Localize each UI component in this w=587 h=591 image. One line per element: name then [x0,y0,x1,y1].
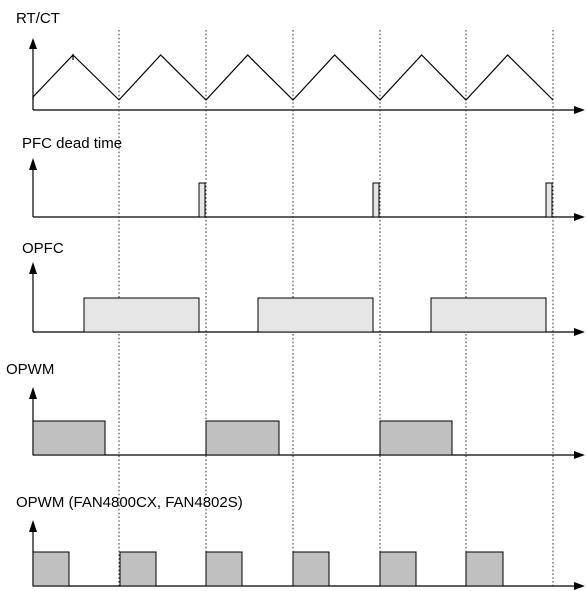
label-opfc: OPFC [22,240,64,257]
opwm-cx-x-arrow-icon [574,582,585,590]
rtct-x-arrow-icon [574,106,585,114]
signal-rtct: RT/CT [16,10,585,114]
pfc-dead-time-y-arrow-icon [29,158,37,170]
label-opwm-cx: OPWM (FAN4800CX, FAN4802S) [16,494,243,511]
opwm-cx-pulse [379,551,417,587]
opwm-cx-pulse [32,551,70,587]
rtct-y-arrow-icon [29,38,37,49]
opwm-y-arrow-icon [29,387,37,399]
clock-guides [118,30,554,588]
label-pfc-dead-time: PFC dead time [22,135,122,152]
opwm-pulse [205,420,280,456]
opfc-pulse [257,297,374,333]
opwm-pulse [379,420,453,456]
label-opwm: OPWM [6,361,54,378]
pfc-dead-time-pulse [545,182,553,218]
opwm-cx-pulse [205,551,243,587]
pfc-dead-time-pulse [198,182,206,218]
signal-opfc: OPFC [22,240,585,336]
opfc-x-arrow-icon [574,328,585,336]
opwm-cx-pulse [292,551,330,587]
signal-opwm: OPWM [6,361,585,459]
opwm-cx-pulse [465,551,504,587]
opfc-y-arrow-icon [29,262,37,274]
label-rtct: RT/CT [16,10,60,27]
signal-pfc-dead-time: PFC dead time [22,135,585,221]
opfc-pulse [83,297,200,333]
opwm-cx-pulse [119,551,157,587]
rtct-waveform [118,54,554,101]
pfc-dead-time-x-arrow-icon [574,213,585,221]
pfc-dead-time-pulse [372,182,380,218]
opwm-x-arrow-icon [574,451,585,459]
rtct-waveform-lead [32,53,120,101]
signal-opwm-cx: OPWM (FAN4800CX, FAN4802S) [16,494,585,590]
opfc-pulse [430,297,547,333]
opwm-cx-y-arrow-icon [29,520,37,532]
opwm-pulse [32,420,106,456]
